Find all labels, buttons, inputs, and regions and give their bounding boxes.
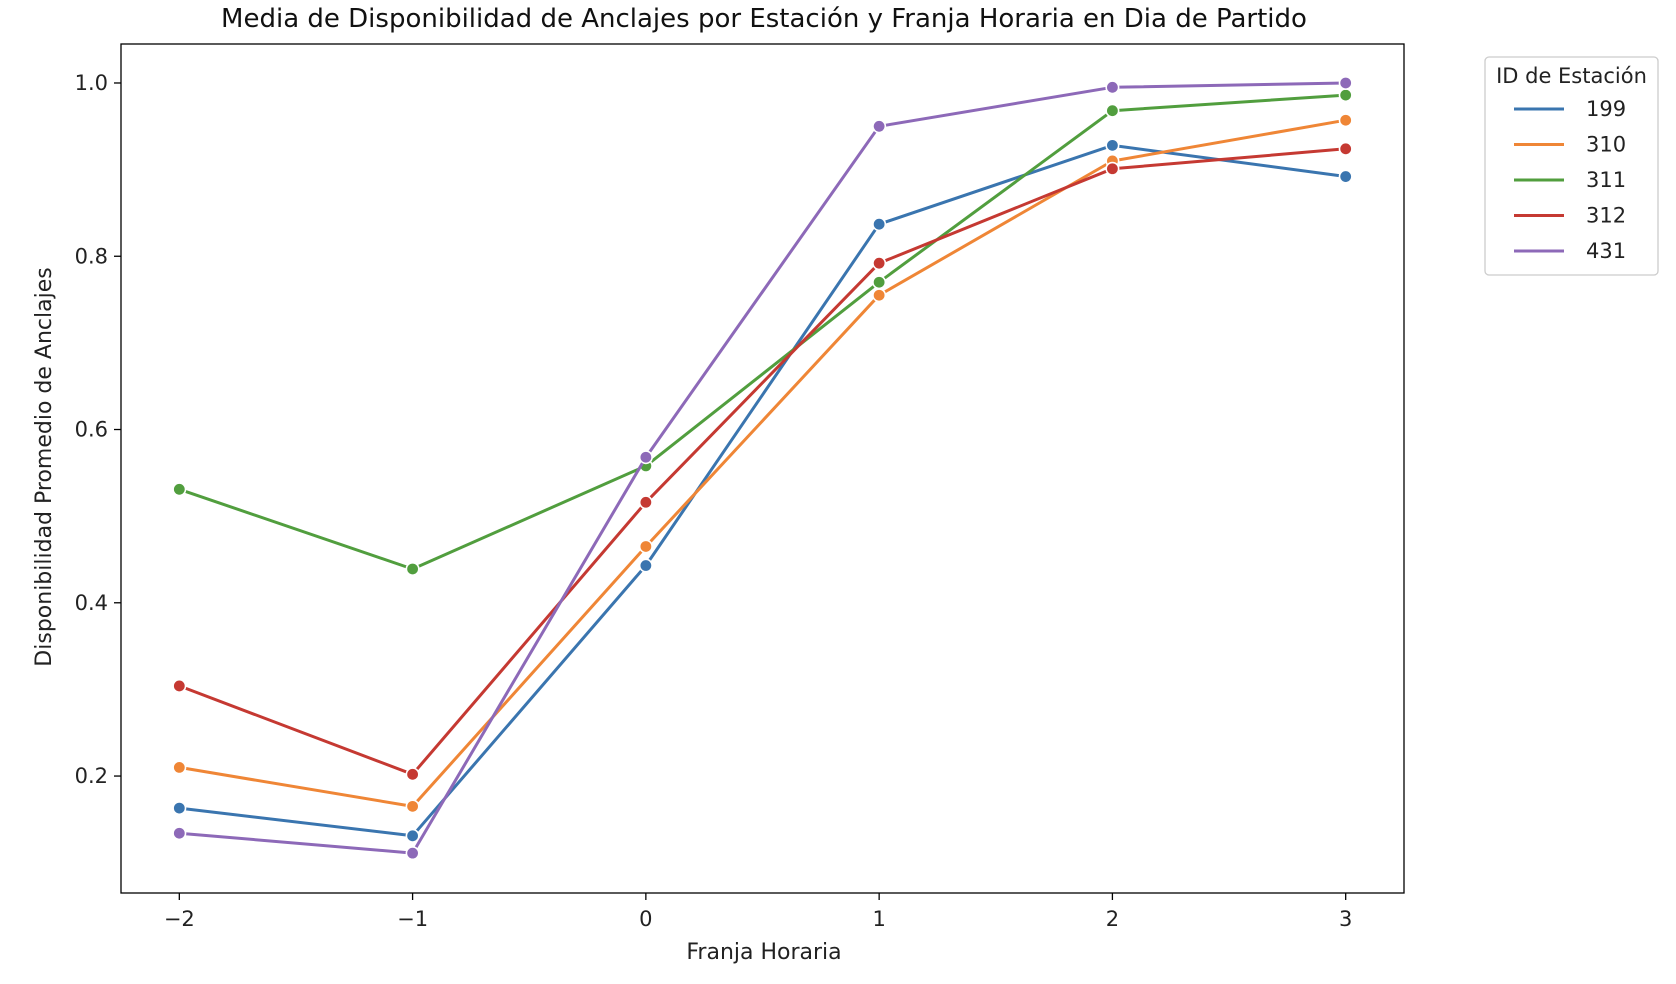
- legend-label: 199: [1586, 97, 1626, 121]
- legend-label: 431: [1586, 239, 1626, 263]
- x-tick-label: −1: [397, 907, 428, 931]
- series-311: [172, 88, 1353, 576]
- data-point: [872, 256, 887, 271]
- data-point: [1338, 113, 1353, 128]
- data-point: [638, 558, 653, 573]
- data-point: [638, 450, 653, 465]
- data-point: [405, 799, 420, 814]
- series-line: [177, 143, 1348, 838]
- data-point: [638, 539, 653, 554]
- y-axis-label: Disponibilidad Promedio de Anclajes: [32, 267, 57, 666]
- data-point: [172, 826, 187, 841]
- data-point: [1105, 161, 1120, 176]
- legend-title: ID de Estación: [1496, 64, 1647, 88]
- data-point: [872, 119, 887, 134]
- data-point: [405, 828, 420, 843]
- legend-item: 310: [1514, 133, 1626, 157]
- series-312: [172, 141, 1353, 782]
- series-199: [172, 138, 1353, 843]
- data-point: [172, 801, 187, 816]
- x-tick-label: 0: [639, 907, 652, 931]
- data-point: [1338, 169, 1353, 184]
- data-point: [172, 482, 187, 497]
- data-point: [172, 678, 187, 693]
- series-line: [177, 147, 1348, 776]
- y-tick-label: 1.0: [75, 71, 108, 95]
- data-point: [405, 767, 420, 782]
- y-tick-label: 0.8: [75, 244, 108, 268]
- series-line: [177, 93, 1348, 571]
- legend-item: 199: [1514, 97, 1626, 121]
- legend-item: 311: [1514, 168, 1626, 192]
- data-point: [872, 275, 887, 290]
- data-point: [172, 760, 187, 775]
- x-tick-label: 2: [1106, 907, 1119, 931]
- data-point: [1105, 138, 1120, 153]
- x-tick-label: 1: [872, 907, 885, 931]
- x-tick-label: 3: [1339, 907, 1352, 931]
- data-point: [1338, 75, 1353, 90]
- series-431: [172, 75, 1353, 861]
- x-axis-label: Franja Horaria: [686, 940, 841, 965]
- legend-item: 312: [1514, 204, 1626, 228]
- data-point: [638, 495, 653, 510]
- series-line: [177, 118, 1348, 808]
- plot-frame: [120, 43, 1405, 894]
- y-tick-label: 0.4: [75, 591, 108, 615]
- legend: ID de Estación 199 310 311 312 431: [1484, 56, 1659, 276]
- legend-item: 431: [1514, 239, 1626, 263]
- legend-box: [1484, 56, 1659, 276]
- series-line: [177, 81, 1348, 855]
- y-tick-label: 0.2: [75, 764, 108, 788]
- plot-area: [172, 75, 1353, 861]
- y-tick-label: 0.6: [75, 418, 108, 442]
- data-point: [405, 561, 420, 576]
- x-axis: −2 −1 0 1 2 3: [164, 893, 1352, 931]
- legend-label: 311: [1586, 168, 1626, 192]
- data-point: [405, 846, 420, 861]
- legend-label: 310: [1586, 133, 1626, 157]
- data-point: [1338, 141, 1353, 156]
- data-point: [1105, 80, 1120, 95]
- data-point: [872, 288, 887, 303]
- legend-label: 312: [1586, 204, 1626, 228]
- series-310: [172, 113, 1353, 814]
- y-axis: 0.2 0.4 0.6 0.8 1.0: [75, 71, 121, 788]
- data-point: [1105, 103, 1120, 118]
- chart-title: Media de Disponibilidad de Anclajes por …: [221, 4, 1307, 34]
- x-tick-label: −2: [164, 907, 195, 931]
- data-point: [1338, 88, 1353, 103]
- data-point: [872, 217, 887, 232]
